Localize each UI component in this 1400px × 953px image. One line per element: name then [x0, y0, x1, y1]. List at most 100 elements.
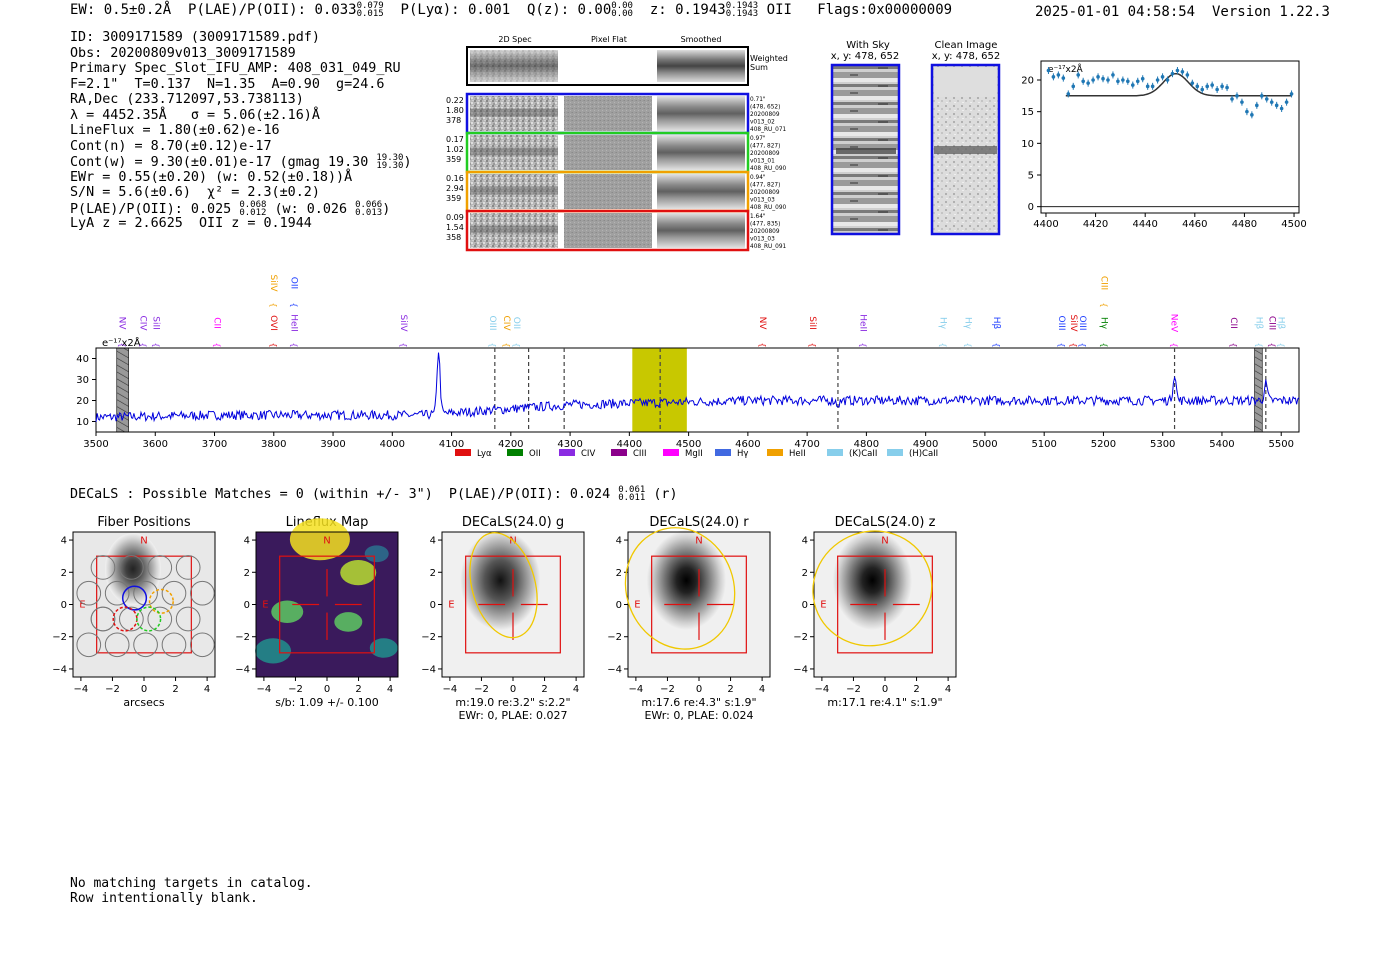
panel-y-tick-label: 4	[616, 536, 622, 547]
panel-y-tick-label: 2	[244, 568, 250, 579]
legend-label: CIII	[633, 449, 646, 459]
spectrum-line-bracket: {	[502, 342, 511, 347]
fiber-circle	[119, 606, 144, 632]
panel-title: DECaLS(24.0) z	[835, 515, 936, 530]
galaxy-ellipse	[624, 527, 736, 650]
panel-x-tick-label: 2	[727, 684, 733, 695]
east-label: E	[262, 600, 268, 611]
spectrum-line-label: CIII	[1266, 316, 1276, 330]
zoom-data-point	[1200, 87, 1205, 92]
legend-swatch	[887, 449, 903, 456]
zoom-data-point	[1106, 78, 1110, 82]
zoom-data-point	[1235, 94, 1239, 98]
zoom-chart-frame	[1040, 60, 1300, 214]
cutout-left-label: 0.16	[446, 174, 464, 183]
zoom-data-point	[1289, 92, 1294, 96]
col-label-pixelflat: Pixel Flat	[591, 35, 627, 44]
info-obs: Obs: 20200809v013_3009171589	[70, 45, 296, 61]
zoom-data-point	[1116, 79, 1120, 84]
spectrum-x-tick-label: 5300	[1150, 439, 1175, 450]
spectrum-line-label: CIV	[137, 315, 147, 331]
imaging-panels: Fiber Positions−4−2024420−2−4NEarcsecsLi…	[52, 515, 957, 722]
zoom-data-point	[1056, 73, 1061, 77]
north-label: N	[695, 535, 702, 546]
panel-caption: m:19.0 re:3.2" s:2.2"	[455, 696, 570, 709]
panel-y-tick-label: 2	[616, 568, 622, 579]
aperture-box	[651, 555, 747, 654]
cutout-2dspec-2	[470, 174, 558, 209]
fiber-circle	[175, 606, 201, 632]
spectrum-line-bracket: {	[1229, 342, 1238, 347]
cutout-left-label: 1.02	[446, 145, 464, 154]
spectrum-x-tick-label: 3900	[320, 439, 345, 450]
qz-value: Q(z): 0.00	[526, 2, 612, 18]
selected-fiber-circle	[148, 588, 174, 614]
cutout-2dspec-3	[470, 213, 558, 248]
panel-3: DECaLS(24.0) r −4 −2 0 2 4 4 2 0 −2 −4 N Em:17.6 re:…	[607, 515, 771, 722]
zoom-unit-label: e⁻¹⁷x2Å	[1048, 63, 1084, 75]
cutout-left-label: 2.94	[446, 184, 464, 193]
spectrum-frame	[95, 347, 1300, 433]
panel-x-tick-label: −2	[105, 684, 120, 695]
panel-x-tick-label: −2	[660, 684, 675, 695]
cutout-right-label: 408_RU_071	[750, 127, 787, 133]
panel-y-tick-label: −4	[421, 664, 436, 675]
cutout-right-label: (478, 652)	[750, 105, 780, 111]
spectrum-line-label: NV	[117, 317, 127, 331]
spectrum-line-bracket: {	[290, 342, 299, 347]
zoom-data-point	[1051, 75, 1056, 79]
zoom-data-point	[1175, 68, 1180, 73]
panel-y-tick-label: −2	[52, 632, 67, 643]
clean-image-title: Clean Image	[935, 40, 998, 51]
weighted-label-2: Sum	[750, 63, 768, 72]
spectrum-line-label: CIV	[501, 315, 511, 331]
fiber-circle	[133, 580, 158, 606]
fiber-circle	[161, 580, 187, 606]
panel-caption: m:17.6 re:4.3" s:1.9"	[641, 696, 756, 709]
panel-x-tick-label: 4	[387, 684, 393, 695]
zoom-data-point	[1279, 106, 1284, 111]
spectrum-line-label: HeII	[858, 314, 868, 332]
info-lineflux: LineFlux = 1.80(±0.62)e-16	[70, 123, 280, 138]
panel-caption: m:17.1 re:4.1" s:1.9"	[827, 696, 942, 709]
qz-range: 0.00 0.00	[611, 1, 633, 19]
spectrum-line-bracket: {	[808, 342, 817, 347]
z-value: z: 0.1943	[649, 2, 726, 18]
cutout-right-label: 20200809	[750, 229, 780, 235]
weighted-label-1: Weighted	[750, 54, 788, 63]
legend-label: (K)CaII	[849, 449, 877, 459]
spectrum-line-label: OII	[289, 277, 299, 289]
fiber-circle	[90, 606, 116, 632]
spectrum-line-bracket: {	[859, 342, 868, 347]
panel-y-tick-label: 2	[61, 568, 67, 579]
cutout-right-label: 0.71"	[750, 97, 766, 103]
cutout-right-label: 408_RU_090	[750, 205, 787, 211]
galaxy-ellipse	[812, 530, 933, 647]
spectrum-line-bracket: {	[1276, 342, 1285, 347]
zoom-y-tick-label: 5	[1028, 171, 1034, 182]
zoom-x-tick-label: 4500	[1281, 219, 1306, 230]
decals-line: DECaLS : Possible Matches = 0 (within +/…	[70, 485, 678, 503]
fiber-circle	[147, 555, 173, 580]
zoom-data-point	[1230, 97, 1234, 101]
zoom-data-point	[1111, 73, 1115, 77]
spectrum-line-label: Hγ	[962, 317, 972, 330]
panel-x-tick-label: −2	[288, 684, 303, 695]
panel-x-tick-label: −2	[474, 684, 489, 695]
zoom-data-point	[1081, 79, 1085, 84]
spectrum-x-tick-label: 3500	[83, 439, 108, 450]
cutout-right-label: 20200809	[750, 190, 780, 196]
spectrum-line-bracket: {	[138, 342, 147, 347]
panel-x-tick-label: 0	[696, 684, 702, 695]
panel-y-tick-label: −2	[793, 632, 808, 643]
panel-y-tick-label: 2	[430, 568, 436, 579]
spectrum-line-label: OIII	[487, 315, 497, 330]
panel-title: Fiber Positions	[97, 515, 190, 530]
spectrum-x-tick-label: 5100	[1031, 439, 1056, 450]
spectrum-line-label: OVI	[268, 315, 278, 331]
cutout-right-label: (477, 835)	[750, 222, 780, 228]
legend-swatch	[663, 449, 679, 456]
zoom-data-point	[1269, 100, 1274, 104]
ew-value: EW: 0.5±0.2Å	[70, 2, 172, 18]
cutout-left-label: 0.22	[446, 96, 464, 105]
